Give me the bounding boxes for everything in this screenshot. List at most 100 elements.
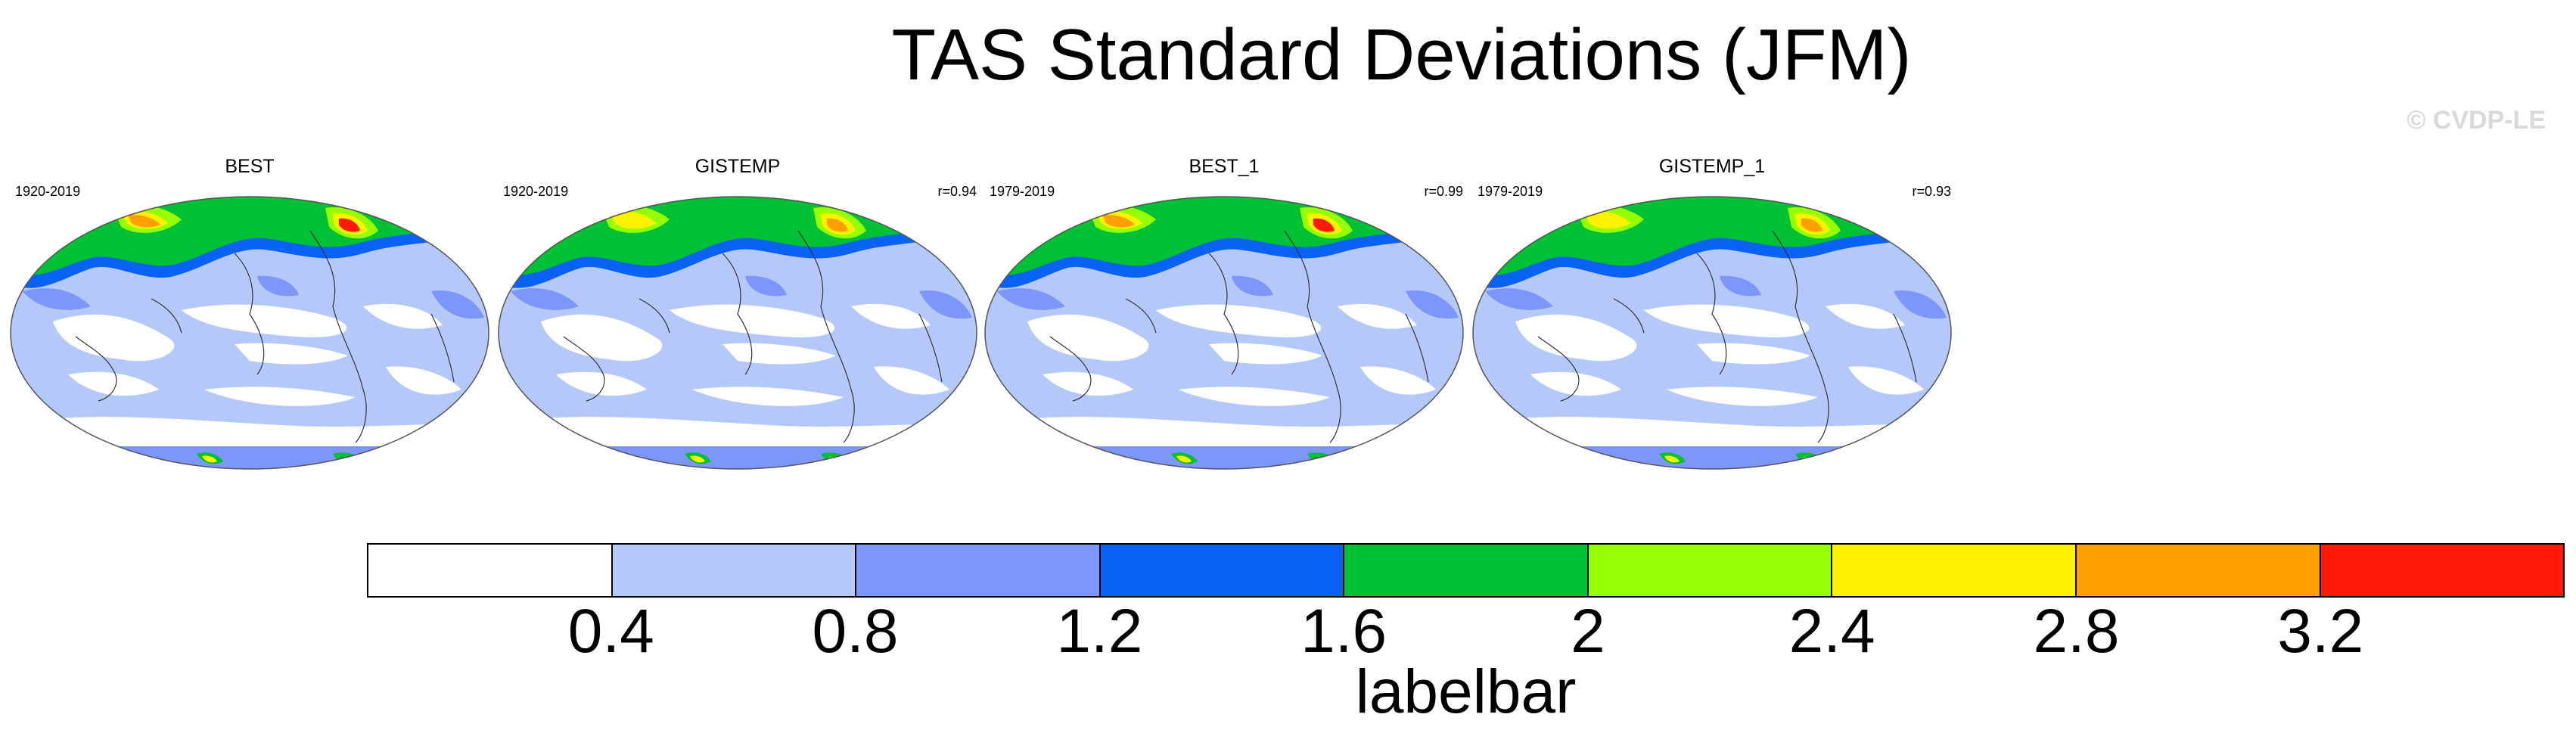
map-fill [1473, 197, 1951, 469]
low-variance-region [499, 417, 977, 446]
world-map [1472, 196, 1952, 470]
low-variance-region [204, 387, 356, 406]
coastline [1405, 313, 1429, 383]
low-variance-region [692, 387, 844, 406]
map-fill [985, 197, 1463, 469]
moderate-variance-region [431, 290, 484, 319]
coastline [1049, 336, 1092, 402]
low-variance-region [1644, 304, 1810, 337]
labelbar-box [1344, 545, 1589, 596]
labelbar-tick: 0.8 [812, 597, 899, 666]
labelbar-tick: 3.2 [2277, 597, 2364, 666]
low-variance-region [363, 303, 443, 329]
coastline [151, 298, 182, 334]
coastline [1772, 230, 1829, 443]
low-variance-region [874, 366, 949, 395]
labelbar-box [1588, 545, 1833, 596]
labelbar-box [368, 545, 613, 596]
low-variance-region [1360, 366, 1436, 395]
coastline [918, 313, 943, 383]
coastline [563, 336, 605, 402]
panel-title: GISTEMP [694, 156, 781, 177]
labelbar-tick: 2.4 [1788, 597, 1875, 666]
moderate-variance-region [511, 288, 579, 310]
panel-title: GISTEMP_1 [1658, 156, 1766, 177]
coastline [1284, 230, 1341, 443]
map-border [1472, 196, 1952, 470]
panel-title: BEST [225, 156, 275, 177]
coastline [1893, 313, 1917, 383]
low-variance-region [68, 371, 159, 396]
low-variance-region [556, 371, 647, 396]
low-variance-region [1697, 343, 1810, 365]
panel-correlation: r=0.93 [1912, 184, 1951, 199]
labelbar-tick: 2.8 [2033, 597, 2120, 666]
world-map [498, 196, 977, 470]
panel-period: 1979-2019 [990, 184, 1055, 199]
antarctic-band [1473, 446, 1951, 469]
low-variance-region [851, 303, 931, 329]
moderate-variance-region [745, 275, 787, 297]
low-variance-region [985, 417, 1463, 446]
coastline [430, 313, 455, 383]
coastline [1208, 253, 1239, 375]
coastline [1696, 253, 1727, 375]
low-variance-region [182, 304, 347, 337]
labelbar-box [612, 545, 857, 596]
panel-correlation: r=0.94 [937, 184, 977, 199]
low-variance-region [386, 366, 461, 395]
coastline [234, 253, 265, 375]
labelbar-tick: 1.6 [1300, 597, 1387, 666]
moderate-variance-region [1894, 290, 1947, 319]
low-variance-region [670, 304, 835, 337]
coastline [75, 336, 117, 402]
low-variance-region [722, 343, 836, 365]
moderate-variance-region [1232, 275, 1273, 297]
map-fill [11, 197, 489, 469]
map-panel-best-1: BEST_1 1979-2019 r=0.99 [982, 155, 1466, 480]
labelbar-box [1832, 545, 2077, 596]
moderate-variance-region [1406, 290, 1459, 319]
labelbar-tick: 1.2 [1056, 597, 1143, 666]
coastline [1613, 298, 1645, 334]
moderate-variance-region [919, 290, 972, 319]
moderate-variance-region [23, 288, 91, 310]
map-border [498, 196, 977, 470]
labelbar-box [2076, 545, 2321, 596]
low-variance-region [1667, 387, 1818, 406]
map-border [10, 196, 489, 470]
low-variance-region [53, 314, 175, 362]
coastline [1125, 298, 1157, 334]
labelbar-tick: 2 [1571, 597, 1605, 666]
labelbar-box [1100, 545, 1345, 596]
low-variance-region [1338, 303, 1417, 329]
world-map [10, 196, 489, 470]
low-variance-region [1043, 371, 1133, 396]
antarctic-band [985, 446, 1463, 469]
labelbar-ticks: 0.4 0.8 1.2 1.6 2 2.4 2.8 3.2 [367, 598, 2565, 666]
coastline [639, 298, 670, 334]
map-panel-gistemp: GISTEMP 1920-2019 r=0.94 [496, 155, 980, 480]
panel-period: 1979-2019 [1478, 184, 1543, 199]
low-variance-region [1530, 371, 1621, 396]
labelbar-title: labelbar [1355, 657, 1577, 726]
low-variance-region [1826, 303, 1905, 329]
low-variance-region [1515, 314, 1637, 362]
low-variance-region [1179, 387, 1330, 406]
coastline [309, 230, 367, 443]
coastline [1537, 336, 1580, 402]
labelbar-box [2320, 545, 2564, 596]
antarctic-band [11, 446, 489, 469]
labelbar-box [856, 545, 1101, 596]
moderate-variance-region [1485, 288, 1553, 310]
map-fill [499, 197, 977, 469]
low-variance-region [1209, 343, 1322, 365]
low-variance-region [11, 417, 489, 446]
map-panel-gistemp-1: GISTEMP_1 1979-2019 r=0.93 [1470, 155, 1954, 480]
map-border [984, 196, 1464, 470]
low-variance-region [1848, 366, 1924, 395]
moderate-variance-region [997, 288, 1065, 310]
low-variance-region [235, 343, 348, 365]
panel-correlation: r=0.99 [1424, 184, 1463, 199]
antarctic-band [499, 446, 977, 469]
